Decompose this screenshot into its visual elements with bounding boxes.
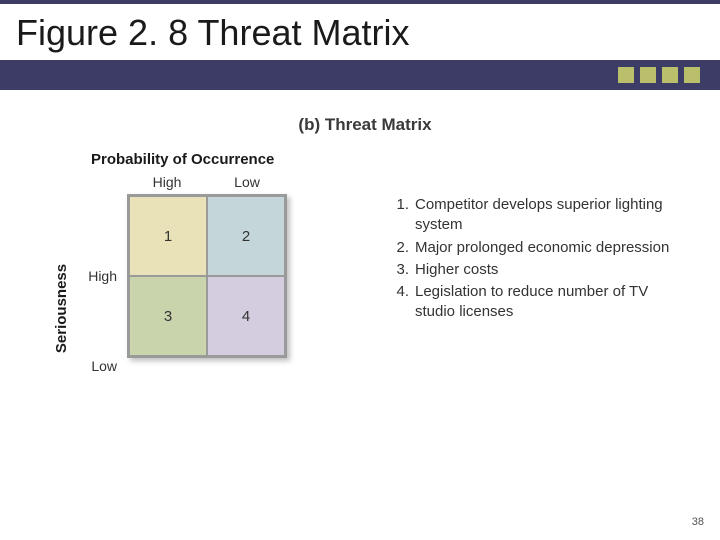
cell-3: 3 xyxy=(129,276,207,356)
grid-row-bottom: 3 4 xyxy=(129,276,285,356)
grid-row-top: 1 2 xyxy=(129,196,285,276)
slide: Figure 2. 8 Threat Matrix (b) Threat Mat… xyxy=(0,0,720,540)
matrix-row-high: High 1 2 3 4 xyxy=(55,194,345,358)
list-item: 3. Higher costs xyxy=(395,260,675,280)
list-text: Major prolonged economic depression xyxy=(415,238,675,258)
figure-caption: (b) Threat Matrix xyxy=(55,115,675,135)
figure-row: Probability of Occurrence Seriousness Hi… xyxy=(55,151,675,325)
accent-square-icon xyxy=(662,67,678,83)
cell-4: 4 xyxy=(207,276,285,356)
accent-square-icon xyxy=(684,67,700,83)
y-axis-label-wrap: Seriousness xyxy=(53,228,71,388)
page-title: Figure 2. 8 Threat Matrix xyxy=(16,12,410,54)
list-num: 3. xyxy=(395,260,415,280)
list-item: 4. Legislation to reduce number of TV st… xyxy=(395,282,675,323)
title-bar: Figure 2. 8 Threat Matrix xyxy=(0,0,720,86)
list-num: 1. xyxy=(395,195,415,236)
list-text: Legislation to reduce number of TV studi… xyxy=(415,282,675,323)
list-text: Higher costs xyxy=(415,260,675,280)
list-item: 1. Competitor develops superior lighting… xyxy=(395,195,675,236)
accent-square-icon xyxy=(640,67,656,83)
col-header-low: Low xyxy=(207,174,287,194)
column-headers: High Low xyxy=(127,174,345,194)
row-header-low: Low xyxy=(73,358,127,374)
matrix-wrap: Seriousness High Low High 1 2 xyxy=(55,174,345,294)
x-axis-label: Probability of Occurrence xyxy=(91,151,345,168)
y-axis-label: Seriousness xyxy=(54,263,71,352)
list-num: 4. xyxy=(395,282,415,323)
row-header-high: High xyxy=(73,268,127,284)
list-text: Competitor develops superior lighting sy… xyxy=(415,195,675,236)
accent-square-icon xyxy=(618,67,634,83)
list-item: 2. Major prolonged economic depression xyxy=(395,238,675,258)
content-area: (b) Threat Matrix Probability of Occurre… xyxy=(55,115,675,325)
cell-2: 2 xyxy=(207,196,285,276)
accent-squares xyxy=(618,67,700,83)
col-header-high: High xyxy=(127,174,207,194)
page-number: 38 xyxy=(692,516,704,528)
list-num: 2. xyxy=(395,238,415,258)
cell-1: 1 xyxy=(129,196,207,276)
threat-list: 1. Competitor develops superior lighting… xyxy=(345,151,675,325)
matrix-column: Probability of Occurrence Seriousness Hi… xyxy=(55,151,345,294)
matrix-grid: 1 2 3 4 xyxy=(127,194,287,358)
accent-band xyxy=(0,60,720,90)
